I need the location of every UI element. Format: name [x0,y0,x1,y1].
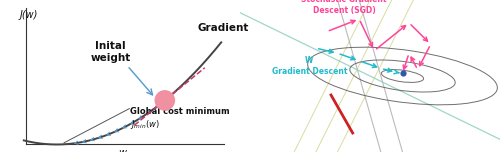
Text: w: w [118,148,126,152]
Text: Gradient: Gradient [198,23,249,33]
Text: J(w): J(w) [19,10,38,21]
Text: W
Gradient Descent: W Gradient Descent [272,56,347,76]
Text: Stochastic Gradient
Descent (SGD): Stochastic Gradient Descent (SGD) [301,0,387,15]
Text: Global cost minimum
$J_{min}(w)$: Global cost minimum $J_{min}(w)$ [130,107,229,131]
Point [398,72,406,75]
Point [161,99,169,102]
Text: Inital
weight: Inital weight [90,41,131,63]
